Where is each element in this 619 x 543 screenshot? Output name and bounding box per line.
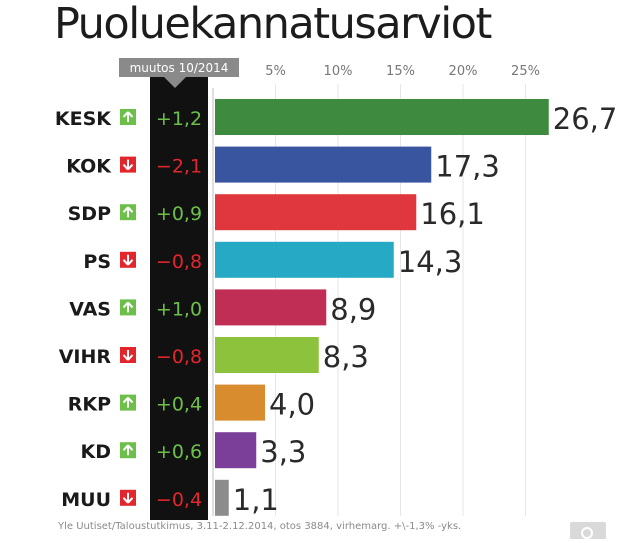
value-label-ps: 14,3	[398, 245, 463, 279]
change-header-label: muutos 10/2014	[130, 61, 229, 75]
party-label-sdp: SDP	[68, 203, 111, 225]
party-label-vihr: VIHR	[59, 346, 112, 368]
bar-vihr	[215, 337, 319, 373]
tick-label-10pct: 10%	[324, 64, 353, 79]
zoom-button[interactable]	[570, 522, 606, 539]
party-label-rkp: RKP	[68, 394, 111, 416]
party-label-kd: KD	[81, 441, 112, 463]
arrow-up-icon	[120, 109, 136, 125]
bar-rkp	[215, 384, 265, 421]
change-value-rkp: +0,4	[156, 394, 202, 416]
bar-kok	[215, 146, 432, 183]
value-label-vas: 8,9	[330, 292, 376, 326]
arrow-down-icon	[120, 156, 136, 173]
bar-vas	[215, 289, 327, 326]
value-label-sdp: 16,1	[420, 197, 485, 231]
party-label-kok: KOK	[66, 156, 112, 178]
change-value-kesk: +1,2	[156, 108, 202, 130]
change-header-pointer	[164, 77, 186, 88]
value-label-vihr: 8,3	[323, 340, 369, 374]
tick-label-25pct: 25%	[511, 64, 540, 79]
arrow-down-icon	[120, 347, 136, 363]
tick-label-20pct: 20%	[449, 64, 478, 79]
page-title: Puoluekannatusarviot	[54, 0, 492, 49]
arrow-up-icon	[120, 442, 136, 459]
tick-label-15pct: 15%	[386, 64, 415, 79]
value-label-muu: 1,1	[233, 483, 279, 517]
change-value-sdp: +0,9	[156, 203, 202, 225]
value-label-kesk: 26,7	[553, 102, 618, 136]
change-value-vihr: −0,8	[156, 346, 202, 368]
arrow-up-icon	[120, 204, 136, 221]
bar-sdp	[215, 194, 417, 231]
change-column-background	[150, 77, 208, 520]
party-label-ps: PS	[83, 251, 111, 273]
arrow-down-icon	[120, 251, 136, 268]
bar-ps	[215, 241, 394, 278]
change-value-vas: +1,0	[156, 298, 202, 320]
change-value-ps: −0,8	[156, 251, 202, 273]
arrow-up-icon	[120, 394, 136, 411]
bar-kd	[215, 432, 257, 469]
tick-label-5pct: 5%	[265, 64, 286, 79]
arrow-up-icon	[120, 299, 136, 316]
change-value-kok: −2,1	[156, 156, 202, 178]
bar-kesk	[215, 99, 549, 135]
arrow-down-icon	[120, 489, 136, 506]
magnifier-icon	[581, 527, 593, 539]
source-note: Yle Uutiset/Taloustutkimus, 3.11-2.12.20…	[58, 521, 462, 532]
value-label-rkp: 4,0	[269, 388, 315, 422]
change-value-kd: +0,6	[156, 441, 202, 463]
party-label-kesk: KESK	[55, 108, 112, 130]
value-label-kd: 3,3	[260, 435, 306, 469]
change-value-muu: −0,4	[156, 489, 202, 511]
value-label-kok: 17,3	[435, 150, 500, 184]
bar-muu	[215, 479, 229, 516]
party-label-vas: VAS	[69, 298, 111, 320]
change-header-background	[119, 58, 239, 77]
party-label-muu: MUU	[61, 489, 111, 511]
